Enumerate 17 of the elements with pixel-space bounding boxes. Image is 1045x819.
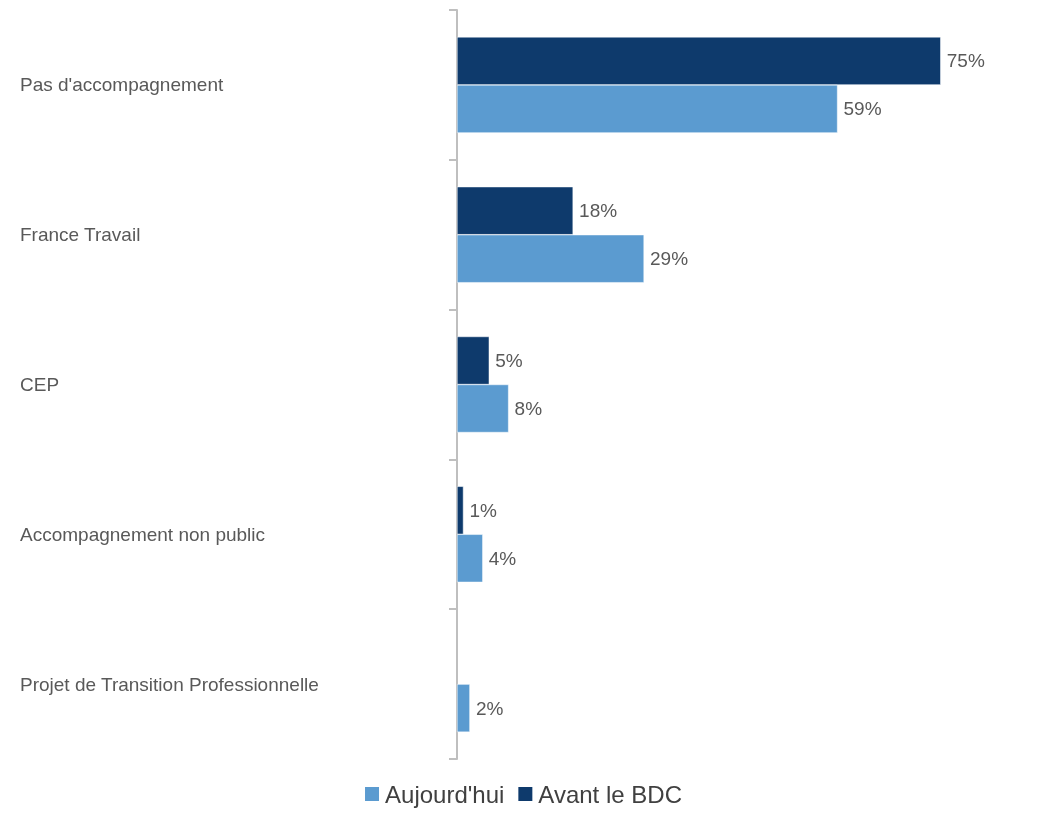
- data-label: 29%: [650, 248, 689, 270]
- data-label: 4%: [488, 547, 517, 569]
- data-label: 2%: [475, 697, 504, 719]
- data-label: 8%: [514, 398, 543, 419]
- data-label: 75%: [946, 50, 985, 72]
- y-tick-label: Pas d'accompagnement: [20, 74, 224, 96]
- data-label: 59%: [843, 98, 882, 120]
- legend-label: Aujourd'hui: [385, 780, 505, 808]
- bar: [457, 684, 470, 733]
- y-tick-label: France Travail: [20, 224, 141, 246]
- legend-label: Avant le BDC: [538, 780, 682, 808]
- y-tick-label: Projet de Transition Professionnelle: [20, 673, 319, 695]
- y-tick-label: CEP: [20, 374, 60, 395]
- data-label: 5%: [495, 350, 523, 371]
- data-label: 1%: [469, 499, 498, 521]
- data-label: 18%: [579, 200, 618, 222]
- y-tick-label: Accompagnement non public: [20, 523, 266, 545]
